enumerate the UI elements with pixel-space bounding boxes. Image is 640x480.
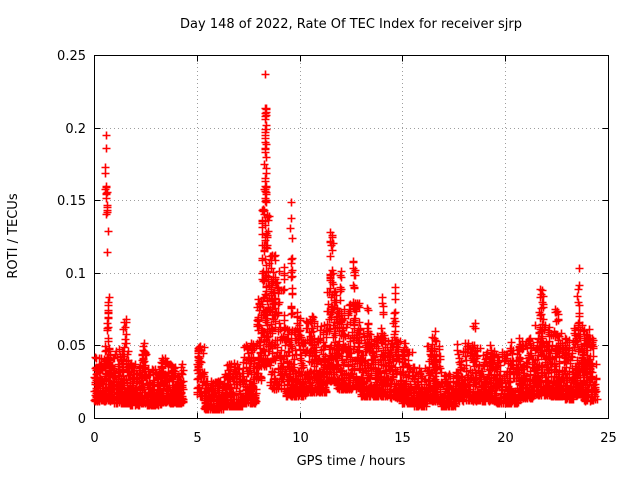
x-tick-label: 10 (292, 431, 309, 446)
x-tick-labels: 0 5 10 15 20 25 (90, 431, 616, 446)
plot-border (94, 55, 609, 419)
x-tick-label: 5 (193, 431, 201, 446)
y-tick-label: 0.15 (57, 194, 86, 209)
y-tick-label: 0.2 (65, 122, 86, 137)
x-tick-label: 20 (497, 431, 514, 446)
y-tick-label: 0.25 (57, 49, 86, 64)
x-tick-label: 25 (600, 431, 617, 446)
y-tick-label: 0 (78, 412, 86, 427)
scatter-points (90, 70, 602, 414)
x-tick-label: 0 (90, 431, 98, 446)
y-tick-label: 0.1 (65, 267, 86, 282)
y-axis-label: ROTI / TECUs (6, 193, 21, 278)
y-tick-labels: 0 0.05 0.1 0.15 0.2 0.25 (57, 49, 86, 427)
x-tick-label: 15 (394, 431, 411, 446)
y-tick-label: 0.05 (57, 339, 86, 354)
x-axis-label: GPS time / hours (297, 454, 406, 469)
chart-title: Day 148 of 2022, Rate Of TEC Index for r… (180, 17, 522, 32)
